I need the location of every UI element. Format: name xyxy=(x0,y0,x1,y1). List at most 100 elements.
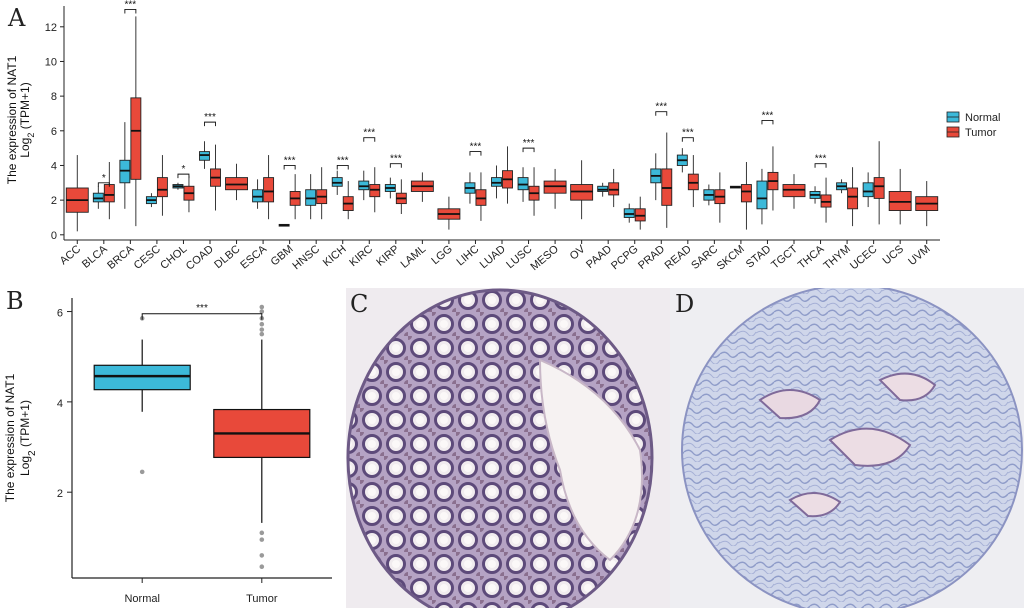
panel-a-x-tick-label: SKCM xyxy=(715,243,747,273)
panel-letter-b: B xyxy=(6,287,24,315)
panel-c-core-edge xyxy=(346,288,654,608)
panel-b-normal-box xyxy=(93,364,191,391)
panel-b-tumor-outlier xyxy=(259,309,265,314)
panel-a-significance-bracket xyxy=(389,163,402,168)
panel-b-significance-bracket xyxy=(141,313,263,320)
panel-a-x-tick-label: HNSC xyxy=(291,243,323,272)
panel-a-y-tick-label: 6 xyxy=(51,126,57,138)
panel-a-x-tick-label: LGG xyxy=(429,243,455,267)
panel-d-gland xyxy=(828,427,912,467)
panel-a-normal-stad-box xyxy=(756,180,768,210)
panel-a-significance-bracket xyxy=(469,151,482,156)
panel-a-boxplot: 0 2 4 6 8 10 12 ACCBLCABRCACESCCHOLCOADDLBCESCA… xyxy=(45,0,940,273)
panel-a-x-tick-label: UVM xyxy=(906,243,932,268)
panel-d-gland xyxy=(758,389,822,420)
panel-a-x-tick-label: CHOL xyxy=(158,243,189,272)
panel-a-significance-label: *** xyxy=(125,0,137,10)
panel-letter-d: D xyxy=(675,290,694,318)
panel-b-tumor-outlier xyxy=(259,331,265,337)
panel-a-tumor-ucec-box xyxy=(873,177,885,199)
panel-a-significance-label: * xyxy=(182,164,186,175)
panel-a-x-tick-label: DLBC xyxy=(212,243,242,271)
panel-a-tumor-blca-box xyxy=(103,184,115,203)
panel-a-y-tick-label: 8 xyxy=(51,91,57,103)
panel-a-y-tick-label: 2 xyxy=(51,195,57,207)
panel-a-significance-bracket xyxy=(363,137,376,142)
panel-a-significance-label: *** xyxy=(284,155,296,166)
panel-b-x-tick-label: Normal xyxy=(124,593,159,605)
panel-c-tissue-image: C xyxy=(346,288,679,608)
panel-b-tumor-outlier xyxy=(259,321,265,327)
panel-a-tumor-skcm-box xyxy=(740,184,752,203)
panel-a-significance-bracket xyxy=(124,9,137,14)
panel-a-ylabel: The expression of NAT1 Log2 (TPM+1) xyxy=(5,55,36,184)
panel-b-boxplot: 2 4 6 Normal Tumor *** xyxy=(57,298,332,605)
panel-a-x-tick-label: MESO xyxy=(528,243,561,273)
panel-a-significance-bracket xyxy=(97,182,110,187)
panel-b-ylabel: The expression of NAT1 Log2 (TPM+1) xyxy=(3,373,38,502)
panel-a-significance-label: *** xyxy=(523,138,535,149)
panel-d-gland xyxy=(878,372,937,402)
panel-a-x-tick-label: LUAD xyxy=(478,243,508,271)
panel-a-significance-label: * xyxy=(102,173,106,184)
panel-a-x-tick-label: THCA xyxy=(796,243,827,272)
panel-a-x-tick-label: LAML xyxy=(399,243,429,271)
panel-a-x-tick-label: PRAD xyxy=(636,243,667,272)
panel-a-x-tick-label: PCPG xyxy=(609,243,641,272)
panel-a-significance-bracket xyxy=(283,165,296,170)
panel-a-y-tick-label: 4 xyxy=(51,160,57,172)
panel-b-ylabel-line1: The expression of NAT1 xyxy=(3,373,17,502)
panel-b-tumor-outlier xyxy=(259,564,265,570)
panel-a-significance-label: *** xyxy=(655,102,667,113)
panel-a-y-tick-label: 12 xyxy=(45,22,57,34)
panel-b-ylabel-line2: Log2 (TPM+1) xyxy=(18,400,38,476)
panel-a-significance-bracket xyxy=(655,111,668,116)
panel-d-gland xyxy=(788,492,842,518)
panel-b-y-tick-label: 6 xyxy=(57,308,63,320)
panel-d-core-edge xyxy=(681,288,1023,608)
panel-a-x-tick-label: COAD xyxy=(184,243,216,273)
panel-a-significance-label: *** xyxy=(204,112,216,123)
panel-letter-a: A xyxy=(7,4,26,32)
panel-a-ylabel-line2: Log2 (TPM+1) xyxy=(18,82,36,157)
panel-a-significance-label: *** xyxy=(363,128,375,139)
panel-b-x-tick-label: Tumor xyxy=(246,593,278,605)
panel-a-significance-bracket xyxy=(177,173,190,179)
panel-a-x-tick-label: TGCT xyxy=(769,243,800,272)
panel-a-significance-bracket xyxy=(336,165,349,170)
panel-a-ylabel-line1: The expression of NAT1 xyxy=(5,55,19,184)
panel-a-x-tick-label: OV xyxy=(568,243,588,263)
panel-a-significance-bracket xyxy=(522,147,535,153)
panel-a-x-tick-label: ESCA xyxy=(238,243,269,272)
panel-b-tumor-outlier xyxy=(259,327,265,332)
panel-a-significance-label: *** xyxy=(815,154,827,165)
panel-a-x-tick-label: THYM xyxy=(821,243,853,272)
panel-a-x-tick-label: KIRP xyxy=(374,243,401,269)
panel-a-x-tick-label: SARC xyxy=(689,243,720,272)
panel-b-tumor-outlier xyxy=(259,530,265,536)
panel-c-tissue-core xyxy=(348,290,652,608)
panel-a-x-tick-label: UCEC xyxy=(848,243,880,272)
panel-a-x-tick-label: UCS xyxy=(881,243,907,267)
panel-a-x-tick-label: ACC xyxy=(58,243,84,267)
panel-a-significance-bracket xyxy=(761,119,774,125)
panel-a-significance-label: *** xyxy=(682,128,694,139)
legend-label-normal: Normal xyxy=(965,112,1000,124)
panel-a-y-tick-label: 0 xyxy=(51,230,57,242)
panel-a-tumor-thym-box xyxy=(847,187,859,210)
panel-b-tumor-outlier xyxy=(259,537,265,542)
panel-a-x-tick-label: STAD xyxy=(744,243,774,271)
legend-label-tumor: Tumor xyxy=(965,127,997,139)
panel-a-significance-bracket xyxy=(681,137,694,142)
panel-b-tumor-outlier xyxy=(259,304,265,310)
panel-a-significance-label: *** xyxy=(470,142,482,153)
panel-c-submucosa xyxy=(538,358,643,562)
panel-a-x-tick-label: READ xyxy=(663,243,694,272)
panel-a-x-tick-label: BLCA xyxy=(80,243,110,271)
panel-a-x-tick-label: PAAD xyxy=(584,243,614,271)
panel-letter-c: C xyxy=(350,290,368,318)
panel-a-significance-label: *** xyxy=(337,155,349,166)
panel-b-normal-outlier xyxy=(139,469,145,475)
legend: Normal Tumor xyxy=(946,111,1000,139)
